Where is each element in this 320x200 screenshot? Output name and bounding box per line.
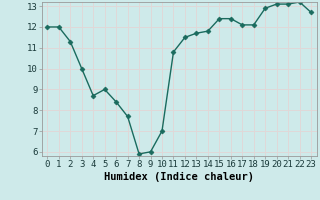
X-axis label: Humidex (Indice chaleur): Humidex (Indice chaleur)	[104, 172, 254, 182]
